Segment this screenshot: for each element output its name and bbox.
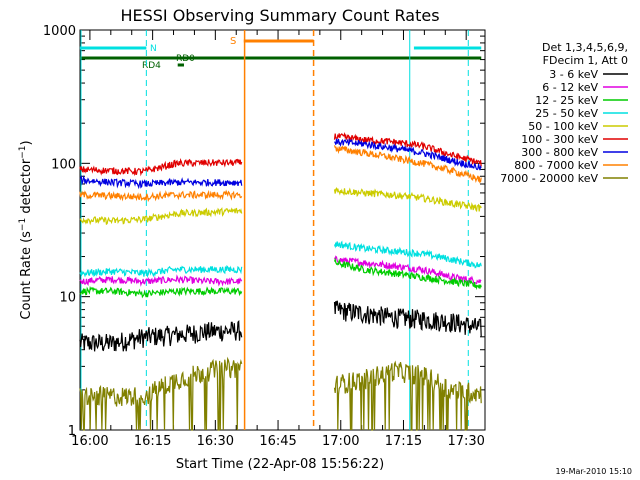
series-line (79, 274, 243, 287)
y-tick-label: 1 (68, 424, 76, 439)
y-axis: 1 10 100 1000 (43, 24, 485, 439)
series-line (79, 158, 243, 177)
series-line (333, 257, 482, 291)
x-tick-label: 17:30 (447, 434, 484, 449)
series-line (333, 240, 482, 269)
y-tick-label: 1000 (43, 24, 76, 39)
series-line (333, 360, 482, 431)
legend-entry-label: 25 - 50 keV (535, 107, 598, 120)
y-axis-label-part: Count Rate (s (19, 231, 34, 320)
legend: Det 1,3,4,5,6,9, FDecim 1, Att 0 3 - 6 k… (500, 41, 628, 185)
y-tick-label: 10 (59, 291, 76, 306)
y-axis-label-exp: −1 (18, 145, 28, 158)
legend-entry-label: 6 - 12 keV (542, 81, 598, 94)
legend-entry-label: 50 - 100 keV (528, 120, 598, 133)
series-line (333, 187, 482, 213)
legend-entry-label: 100 - 300 keV (521, 133, 598, 146)
x-tick-label: 16:15 (134, 434, 171, 449)
chart-title: HESSI Observing Summary Count Rates (120, 6, 439, 25)
series-line (79, 189, 243, 203)
plot-frame (79, 29, 486, 431)
series-line (333, 145, 482, 184)
series-line (333, 255, 482, 285)
x-axis-label: Start Time (22-Apr-08 15:56:22) (176, 457, 384, 472)
x-tick-label: 16:45 (259, 434, 296, 449)
series-line (333, 300, 482, 337)
saa-flag-label: S (230, 36, 236, 47)
series-layer (79, 132, 482, 431)
x-tick-label: 17:15 (385, 434, 422, 449)
legend-entry-label: 3 - 6 keV (549, 68, 598, 81)
series-line (79, 207, 243, 226)
series-line (79, 320, 243, 352)
legend-entry-label: 7000 - 20000 keV (500, 172, 598, 185)
y-axis-label-part: ) (19, 140, 34, 145)
rd4-flag-label: RD4 (142, 61, 161, 71)
y-tick-label: 100 (51, 157, 76, 172)
y-axis-label-part: detector (19, 158, 34, 218)
y-axis-label: Count Rate (s−1 detector−1) (18, 140, 34, 319)
legend-header-line: Det 1,3,4,5,6,9, (542, 41, 628, 54)
series-line (79, 285, 243, 299)
series-line (334, 137, 482, 171)
y-axis-label-exp: −1 (18, 218, 28, 231)
x-tick-label: 16:30 (197, 434, 234, 449)
night-flag-label: N (150, 44, 157, 54)
legend-header-line: FDecim 1, Att 0 (543, 54, 628, 67)
series-line (79, 264, 243, 279)
flags-layer: N S RD0 RD4 (79, 30, 482, 430)
x-tick-label: 17:00 (322, 434, 359, 449)
legend-entry-label: 800 - 7000 keV (514, 159, 598, 172)
series-line (79, 174, 243, 190)
x-axis: 16:00 16:15 16:30 16:45 17:00 17:15 17:30 (71, 30, 485, 449)
footer-timestamp: 19-Mar-2010 15:10 (556, 467, 633, 476)
series-line (79, 356, 243, 431)
legend-entry-label: 12 - 25 keV (535, 94, 598, 107)
x-tick-label: 16:00 (71, 434, 108, 449)
legend-entry-label: 300 - 800 keV (521, 146, 598, 159)
